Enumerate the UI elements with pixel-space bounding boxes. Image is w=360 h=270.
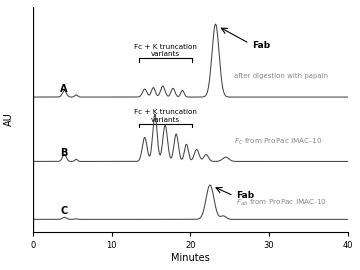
Text: Fab: Fab [252,41,270,50]
Text: A: A [60,84,68,94]
Text: B: B [60,148,68,158]
Text: $F_C$ from ProPac IMAC-10: $F_C$ from ProPac IMAC-10 [234,137,322,147]
Text: $F_{ab}$ from ProPac IMAC-10: $F_{ab}$ from ProPac IMAC-10 [236,198,327,208]
Text: after digestion with papain: after digestion with papain [234,73,328,79]
Text: AU: AU [4,113,14,126]
Text: C: C [60,206,68,216]
Text: Fc + K truncation
variants: Fc + K truncation variants [134,109,197,123]
X-axis label: Minutes: Minutes [171,253,210,263]
Text: Fab: Fab [236,191,254,200]
Text: Fc + K truncation
variants: Fc + K truncation variants [134,44,197,57]
